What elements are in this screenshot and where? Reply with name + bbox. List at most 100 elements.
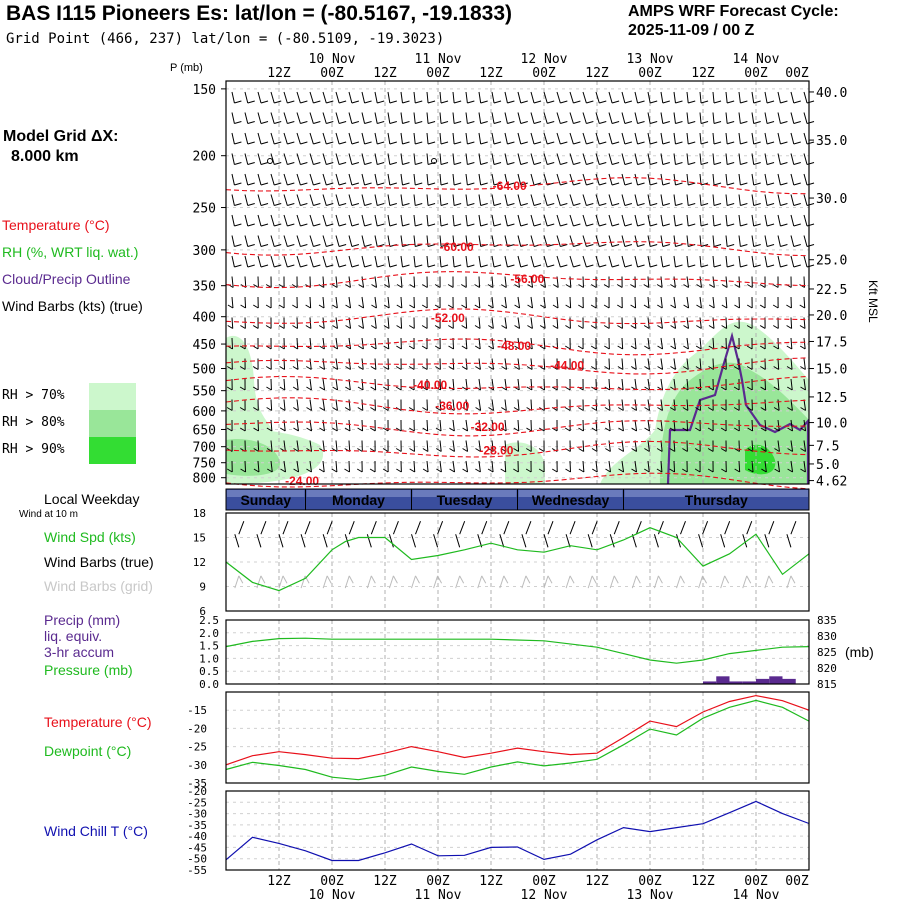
xsect-wind-barb <box>309 255 314 268</box>
xsect-wind-barb-flag <box>462 427 468 432</box>
xsect-wind-barb <box>348 112 353 124</box>
precip-ytick-2.5: 2.5 <box>199 614 219 627</box>
xsect-wind-barb-flag <box>573 264 581 268</box>
xsect-wind-barb-flag <box>326 141 334 145</box>
xsect-wind-barb <box>530 112 535 124</box>
xsect-wind-barb-flag <box>435 448 442 452</box>
xsect-wind-barb-flag <box>604 427 611 432</box>
xsect-wind-barb-flag <box>480 121 488 124</box>
xsect-wind-barb <box>647 194 651 206</box>
height-tick-11: 5.0 <box>816 458 839 473</box>
xsect-wind-barb-flag <box>675 264 683 268</box>
xsect-wind-barb <box>790 440 794 452</box>
xsect-wind-barb <box>530 194 535 206</box>
xsect-wind-barb-flag <box>577 366 584 370</box>
xsect-wind-barb-flag <box>657 345 663 350</box>
xsect-wind-barb <box>257 214 262 227</box>
xsect-wind-barb <box>296 214 301 227</box>
xsect-wind-barb-flag <box>740 203 748 206</box>
xsect-wind-barb-flag <box>538 448 545 452</box>
xsect-wind-barb-flag <box>467 182 475 186</box>
xsect-wind-barb <box>465 419 469 432</box>
xsect-wind-barb <box>439 132 442 145</box>
xsect-wind-barb <box>283 153 288 165</box>
xsect-wind-barb <box>322 317 325 329</box>
xsect-wind-barb <box>439 235 442 247</box>
xsect-wind-barb <box>556 91 561 104</box>
xsect-wind-barb <box>478 358 481 370</box>
xsect-wind-barb <box>751 460 754 473</box>
xsect-wind-barb-flag <box>402 121 410 124</box>
xsect-wind-barb <box>790 132 795 145</box>
xsect-wind-barb <box>725 235 728 247</box>
xsect-wind-barb <box>231 296 234 309</box>
wind-barb-grid-flag <box>746 575 752 584</box>
wind-barb-true-flag <box>569 520 576 535</box>
temp-ytick-15: -15 <box>187 704 207 717</box>
xsect-wind-barb <box>309 460 312 473</box>
xsect-wind-barb-flag <box>793 182 801 186</box>
xsect-wind-barb-flag <box>383 304 390 309</box>
wind-barb-grid <box>786 575 792 589</box>
xsect-wind-barb-flag <box>560 162 568 165</box>
xsect-wind-barb <box>543 153 548 165</box>
xsect-wind-barb <box>608 255 613 268</box>
xsect-wind-barb-flag <box>637 244 645 247</box>
xsect-wind-barb-flag <box>727 264 735 268</box>
wind-barb-true-flag <box>260 520 267 535</box>
xsect-wind-barb <box>543 296 546 309</box>
xsect-wind-barb-flag <box>713 162 722 165</box>
xsect-wind-barb-flag <box>305 325 312 329</box>
xsect-wind-barb <box>322 194 327 206</box>
xsect-wind-barb-flag <box>547 203 555 206</box>
xsect-wind-barb-flag <box>422 427 428 432</box>
xsect-wind-barb-flag <box>520 182 528 186</box>
wind-barb-true-flag <box>613 520 620 535</box>
xsect-wind-barb <box>478 194 482 206</box>
xsect-wind-barb-flag <box>526 427 532 432</box>
xsect-wind-barb <box>699 358 702 370</box>
xsect-wind-barb-flag <box>700 264 709 268</box>
xsect-wind-barb <box>361 378 364 391</box>
wind-barb-grid-flag <box>680 575 685 584</box>
xsect-wind-barb-flag <box>611 182 620 186</box>
xsect-wind-barb-flag <box>306 427 312 432</box>
xsect-wind-barb <box>257 132 262 145</box>
xsect-wind-barb-flag <box>395 366 402 370</box>
xsect-wind-barb-flag <box>305 304 311 309</box>
xsect-wind-barb <box>777 378 780 391</box>
xsect-wind-barb <box>257 440 260 452</box>
wind-barb-grid <box>411 575 416 589</box>
xsect-wind-barb-flag <box>389 182 397 186</box>
xsect-wind-barb-flag <box>357 448 363 452</box>
isotherm-label-0: -64.00 <box>493 179 527 193</box>
xsect-wind-barb <box>283 399 286 411</box>
xsect-wind-barb-flag <box>766 182 775 186</box>
xsect-wind-barb-flag <box>513 468 519 473</box>
xsect-wind-barb-flag <box>318 468 325 473</box>
wind-barb-true-flag <box>503 520 510 535</box>
xsect-wind-barb <box>777 440 780 452</box>
xsect-wind-barb <box>413 235 416 247</box>
xsect-wind-barb-flag <box>605 448 611 452</box>
xsect-wind-barb <box>309 296 312 309</box>
wind-barb-true <box>720 534 726 548</box>
xsect-wind-barb-flag <box>474 325 481 329</box>
pressure-unit: (mb) <box>845 644 874 660</box>
xsect-wind-barb-flag <box>300 121 308 124</box>
xsect-wind-barb-flag <box>370 386 376 391</box>
xsect-wind-barb <box>777 194 781 206</box>
xsect-wind-barb <box>296 173 301 186</box>
station-marker <box>267 158 273 164</box>
xsect-wind-barb-flag <box>766 244 775 247</box>
xsect-wind-barb <box>530 153 535 165</box>
xsect-wind-barb-flag <box>700 244 709 247</box>
xsect-wind-barb-flag <box>657 325 663 329</box>
height-tick-5: 20.0 <box>816 309 847 324</box>
xsect-wind-barb-flag <box>682 407 689 411</box>
xsect-wind-barb <box>803 440 807 452</box>
xsect-wind-barb-flag <box>402 264 410 268</box>
xsect-wind-barb <box>621 460 625 473</box>
xsect-wind-barb-flag <box>351 121 360 124</box>
xsect-wind-barb <box>660 317 663 329</box>
